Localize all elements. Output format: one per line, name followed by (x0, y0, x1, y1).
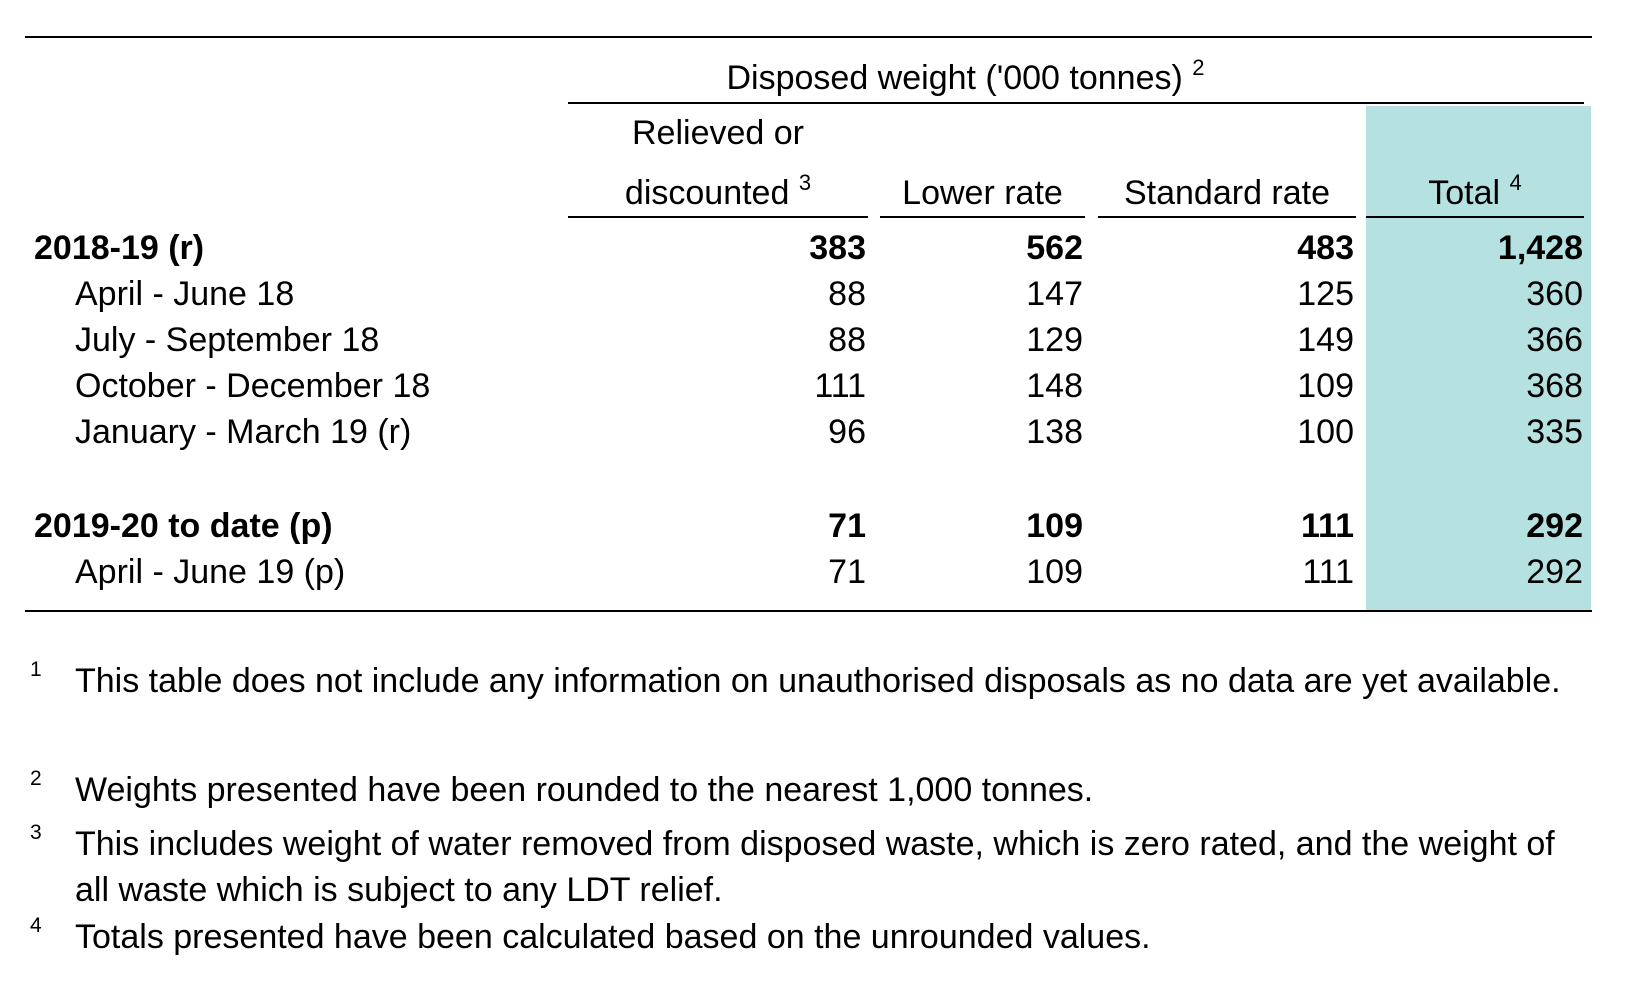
table-top-rule (25, 36, 1592, 38)
cell-relieved: 383 (809, 229, 866, 267)
footnote-text: Totals presented have been calculated ba… (75, 918, 1151, 956)
col-rule-total (1366, 216, 1584, 218)
footnote-number: 1 (30, 658, 42, 681)
footnote-text: This table does not include any informat… (75, 662, 1561, 700)
col-header-total-footnote-ref: 4 (1509, 170, 1522, 195)
cell-relieved: 71 (828, 553, 866, 591)
column-group-rule (568, 102, 1584, 104)
row-label: April - June 19 (p) (75, 553, 346, 591)
footnote-number: 2 (30, 767, 42, 790)
col-header-relieved-line1: Relieved or (632, 114, 804, 152)
row-label: 2018-19 (r) (34, 229, 205, 267)
row-label: April - June 18 (75, 275, 295, 313)
cell-relieved: 111 (814, 367, 866, 405)
footnote-number: 4 (30, 914, 42, 937)
cell-total: 292 (1526, 553, 1583, 591)
row-label: 2019-20 to date (p) (34, 507, 333, 545)
col-header-total: Total 4 (1428, 170, 1522, 213)
col-header-standard-rate: Standard rate (1123, 174, 1331, 212)
cell-lower: 148 (1026, 367, 1083, 405)
cell-total: 368 (1526, 367, 1583, 405)
cell-standard: 111 (1301, 507, 1354, 545)
cell-lower: 147 (1026, 275, 1083, 313)
cell-total: 360 (1526, 275, 1583, 313)
col-header-lower-rate: Lower rate (902, 174, 1063, 212)
col-header-relieved: discounted 3 (624, 170, 812, 213)
cell-relieved: 88 (828, 321, 866, 359)
cell-relieved: 88 (828, 275, 866, 313)
cell-lower: 138 (1026, 413, 1083, 451)
cell-relieved: 96 (828, 413, 866, 451)
cell-lower: 562 (1026, 229, 1083, 267)
cell-total: 366 (1526, 321, 1583, 359)
cell-standard: 111 (1302, 553, 1354, 591)
footnote-number: 3 (30, 821, 42, 844)
cell-total: 292 (1526, 507, 1583, 545)
row-label: October - December 18 (75, 367, 431, 405)
cell-lower: 109 (1026, 507, 1083, 545)
column-group-label: Disposed weight ('000 tonnes) (726, 59, 1183, 97)
cell-standard: 149 (1297, 321, 1354, 359)
total-column-highlight (1366, 106, 1591, 611)
footnote-text: Weights presented have been rounded to t… (75, 771, 1094, 809)
cell-standard: 483 (1297, 229, 1354, 267)
col-rule-lower (880, 216, 1085, 218)
cell-relieved: 71 (828, 507, 866, 545)
table-bottom-rule (25, 610, 1592, 612)
cell-total: 335 (1526, 413, 1583, 451)
col-header-relieved-footnote-ref: 3 (798, 170, 812, 195)
col-rule-relieved (568, 216, 868, 218)
column-group-header: Disposed weight ('000 tonnes) 2 (568, 55, 1363, 98)
data-table: Disposed weight ('000 tonnes) 2 Relieved… (25, 36, 1592, 612)
cell-total: 1,428 (1497, 229, 1583, 267)
column-group-footnote-ref: 2 (1192, 55, 1205, 80)
cell-lower: 109 (1026, 553, 1083, 591)
cell-standard: 109 (1297, 367, 1354, 405)
cell-standard: 100 (1297, 413, 1354, 451)
cell-lower: 129 (1026, 321, 1083, 359)
row-label: January - March 19 (r) (75, 413, 412, 451)
cell-standard: 125 (1297, 275, 1354, 313)
footnote-text: This includes weight of water removed fr… (75, 825, 1555, 909)
col-rule-standard (1098, 216, 1356, 218)
row-label: July - September 18 (75, 321, 380, 359)
